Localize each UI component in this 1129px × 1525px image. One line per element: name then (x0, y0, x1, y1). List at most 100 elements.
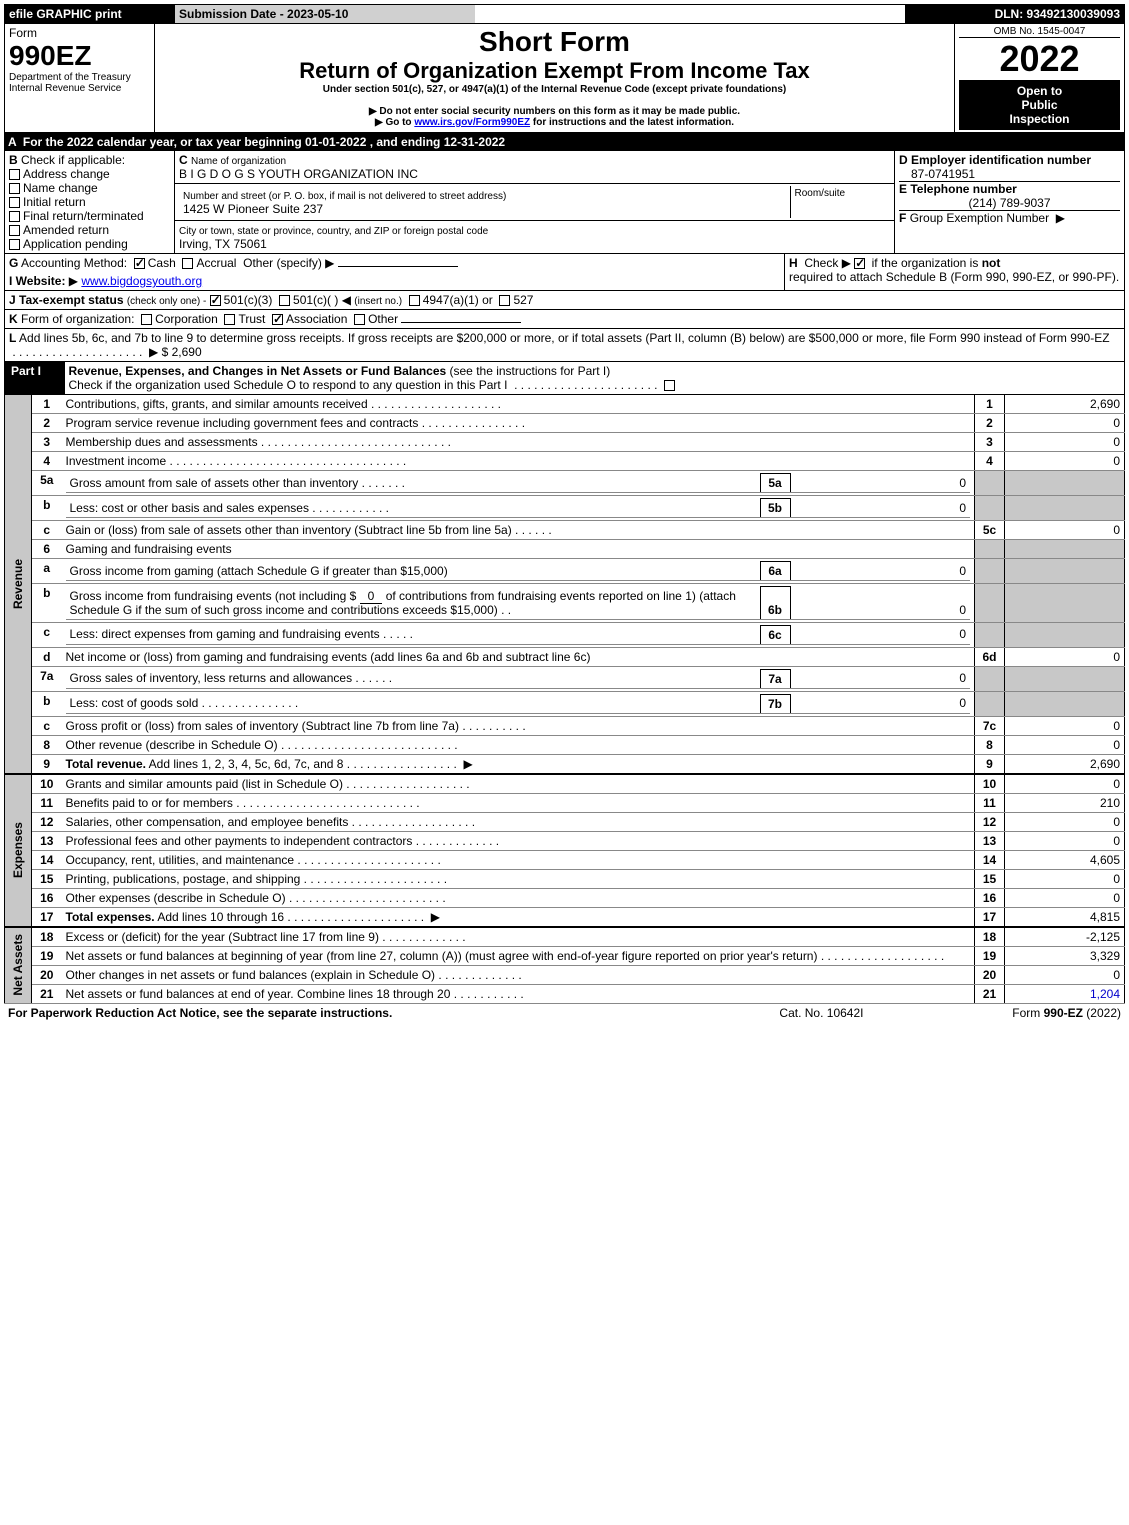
warn-text: Do not enter social security numbers on … (379, 106, 740, 117)
line-7a-desc: Gross sales of inventory, less returns a… (62, 666, 975, 691)
omb-number: OMB No. 1545-0047 (959, 26, 1120, 38)
phone-value: (214) 789-9037 (899, 196, 1120, 210)
line-21-desc: Net assets or fund balances at end of ye… (62, 984, 975, 1003)
part1-label: Part I (5, 362, 65, 395)
checkbox-cash[interactable] (134, 258, 145, 269)
line-5a-desc: Gross amount from sale of assets other t… (62, 471, 975, 496)
ein-value: 87-0741951 (899, 167, 1120, 181)
line-8-value: 0 (1005, 735, 1125, 754)
part1-header: Part I Revenue, Expenses, and Changes in… (4, 362, 1125, 395)
subtitle: Under section 501(c), 527, or 4947(a)(1)… (159, 84, 950, 95)
line-13-value: 0 (1005, 831, 1125, 850)
line-14-desc: Occupancy, rent, utilities, and maintena… (62, 850, 975, 869)
line-5c-desc: Gain or (loss) from sale of assets other… (62, 521, 975, 540)
line-4-desc: Investment income . . . . . . . . . . . … (62, 452, 975, 471)
line-5b-desc: Less: cost or other basis and sales expe… (62, 496, 975, 521)
checkbox-amended-return[interactable] (9, 225, 20, 236)
line-11-desc: Benefits paid to or for members . . . . … (62, 793, 975, 812)
line-14-value: 4,605 (1005, 850, 1125, 869)
form-number: 990EZ (9, 40, 150, 72)
efile-label: efile GRAPHIC print (5, 5, 175, 24)
checkbox-trust[interactable] (224, 314, 235, 325)
checkbox-501c[interactable] (279, 295, 290, 306)
line-6c-sub-value: 0 (790, 625, 970, 644)
line-6d-value: 0 (1005, 647, 1125, 666)
line-7b-desc: Less: cost of goods sold . . . . . . . .… (62, 691, 975, 716)
city-value: Irving, TX 75061 (179, 237, 267, 251)
line-1-value: 2,690 (1005, 395, 1125, 414)
line-17-value: 4,815 (1005, 907, 1125, 927)
checkbox-part1-scho[interactable] (664, 380, 675, 391)
line-3-value: 0 (1005, 433, 1125, 452)
l-amount: $ 2,690 (162, 345, 202, 359)
line-18-value: -2,125 (1005, 927, 1125, 947)
line-5a-sub-value: 0 (790, 474, 970, 493)
checkbox-h[interactable] (854, 258, 865, 269)
section-def: D Employer identification number 87-0741… (895, 151, 1125, 254)
irs-line: Internal Revenue Service (9, 83, 150, 94)
checkbox-corp[interactable] (141, 314, 152, 325)
line-6d-desc: Net income or (loss) from gaming and fun… (62, 647, 975, 666)
city-label: City or town, state or province, country… (179, 226, 488, 237)
section-c-name: C Name of organization B I G D O G S YOU… (175, 151, 895, 184)
website-value[interactable]: www.bigdogsyouth.org (81, 274, 202, 288)
goto-link[interactable]: www.irs.gov/Form990EZ (414, 117, 530, 128)
checkbox-501c3[interactable] (210, 295, 221, 306)
line-6b-sub-value: 0 (790, 587, 970, 620)
line-12-desc: Salaries, other compensation, and employ… (62, 812, 975, 831)
checkbox-other-org[interactable] (354, 314, 365, 325)
title-main: Return of Organization Exempt From Incom… (159, 58, 950, 84)
inspection-1: Open to (963, 84, 1116, 98)
footer-mid: Cat. No. 10642I (736, 1004, 908, 1022)
line-5b-sub-value: 0 (790, 499, 970, 518)
line-9-value: 2,690 (1005, 754, 1125, 774)
section-k: K Form of organization: Corporation Trus… (4, 310, 1125, 329)
line-7c-desc: Gross profit or (loss) from sales of inv… (62, 716, 975, 735)
checkbox-address-change[interactable] (9, 169, 20, 180)
checkbox-527[interactable] (499, 295, 510, 306)
line-18-desc: Excess or (deficit) for the year (Subtra… (62, 927, 975, 947)
g-label: Accounting Method: (21, 256, 127, 270)
inspection-2: Public (963, 98, 1116, 112)
d-label: Employer identification number (911, 153, 1091, 167)
room-label: Room/suite (790, 186, 890, 218)
line-13-desc: Professional fees and other payments to … (62, 831, 975, 850)
other-org-input[interactable] (401, 322, 521, 323)
form-header: Form 990EZ Department of the Treasury In… (4, 24, 1125, 133)
footer-right: Form 990-EZ (2022) (907, 1004, 1125, 1022)
page-footer: For Paperwork Reduction Act Notice, see … (4, 1004, 1125, 1022)
checkbox-final-return[interactable] (9, 211, 20, 222)
section-l: L Add lines 5b, 6c, and 7b to line 9 to … (4, 329, 1125, 362)
f-label: Group Exemption Number (910, 211, 1049, 225)
h-check: Check ▶ (804, 256, 851, 270)
section-a-text: For the 2022 calendar year, or tax year … (23, 135, 505, 149)
l-text: Add lines 5b, 6c, and 7b to line 9 to de… (19, 331, 1110, 345)
b-label: Check if applicable: (21, 153, 125, 167)
checkbox-application-pending[interactable] (9, 239, 20, 250)
sidebar-revenue: Revenue (5, 395, 32, 774)
instructions-cell: ▶ Do not enter social security numbers o… (155, 104, 955, 133)
lines-table: Revenue 1 Contributions, gifts, grants, … (4, 395, 1125, 1004)
submission-date: Submission Date - 2023-05-10 (175, 5, 475, 24)
checkbox-initial-return[interactable] (9, 197, 20, 208)
checkbox-assoc[interactable] (272, 314, 283, 325)
checkbox-4947[interactable] (409, 295, 420, 306)
section-gh: G Accounting Method: Cash Accrual Other … (4, 254, 1125, 291)
section-c-city: City or town, state or province, country… (175, 221, 895, 254)
org-name: B I G D O G S YOUTH ORGANIZATION INC (179, 167, 418, 181)
checkbox-accrual[interactable] (182, 258, 193, 269)
line-12-value: 0 (1005, 812, 1125, 831)
line-16-value: 0 (1005, 888, 1125, 907)
checkbox-name-change[interactable] (9, 183, 20, 194)
line-6b-desc: Gross income from fundraising events (no… (62, 584, 975, 623)
line-3-desc: Membership dues and assessments . . . . … (62, 433, 975, 452)
j-label: Tax-exempt status (19, 293, 123, 307)
line-15-desc: Printing, publications, postage, and shi… (62, 869, 975, 888)
year-cell: OMB No. 1545-0047 2022 Open to Public In… (955, 24, 1125, 133)
line-7c-value: 0 (1005, 716, 1125, 735)
inspection-3: Inspection (963, 112, 1116, 126)
other-method-input[interactable] (338, 266, 458, 267)
line-4-value: 0 (1005, 452, 1125, 471)
line-6a-desc: Gross income from gaming (attach Schedul… (62, 559, 975, 584)
org-info-block: B Check if applicable: Address change Na… (4, 151, 1125, 254)
